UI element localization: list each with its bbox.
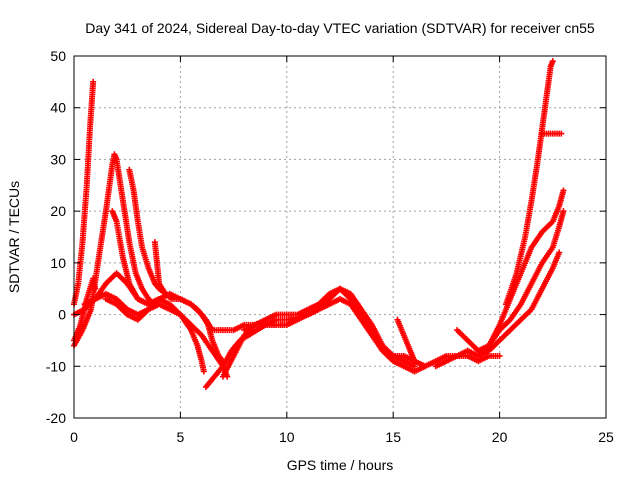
y-tick-label: 10 [50, 255, 66, 271]
x-axis-label: GPS time / hours [287, 457, 394, 473]
y-tick-label: 40 [50, 100, 66, 116]
y-tick-label: 30 [50, 151, 66, 167]
series-track-15 [454, 208, 567, 354]
x-tick-label: 15 [385, 429, 401, 445]
series-track-12 [241, 296, 418, 365]
series-track-5 [126, 166, 169, 297]
data-point-marker [496, 352, 503, 359]
data-point-marker [560, 187, 567, 194]
y-tick-label: -20 [46, 410, 66, 426]
x-tick-label: 5 [177, 429, 185, 445]
y-tick-label: -10 [46, 358, 66, 374]
series-track-17 [502, 58, 556, 308]
chart-title: Day 341 of 2024, Sidereal Day-to-day VTE… [85, 20, 595, 36]
data-point-marker [556, 249, 563, 256]
axis-ticks: 0 5 10 15 20 25 -20 -10 0 10 20 30 40 50 [46, 48, 614, 445]
y-tick-label: 50 [50, 48, 66, 64]
x-tick-label: 10 [279, 429, 295, 445]
data-point-marker [90, 78, 97, 85]
x-tick-label: 0 [70, 429, 78, 445]
data-point-marker [558, 130, 565, 137]
y-tick-label: 20 [50, 203, 66, 219]
data-point-marker [411, 363, 418, 370]
data-point-marker [549, 58, 556, 65]
series-track-13 [394, 316, 503, 370]
data-point-marker [560, 208, 567, 215]
y-axis-label: SDTVAR / TECUs [6, 181, 22, 293]
series-track-18 [539, 130, 565, 137]
series-track-1 [71, 78, 97, 308]
plot-frame [73, 55, 607, 419]
plot-area [71, 58, 567, 390]
y-tick-label: 0 [58, 307, 66, 323]
series-track-3 [71, 151, 158, 349]
series-track-8 [81, 290, 207, 375]
series-track-9 [102, 290, 226, 365]
x-tick-label: 20 [492, 429, 508, 445]
data-point-marker [200, 368, 207, 375]
series-track-14 [432, 249, 563, 370]
series-track-10 [202, 285, 418, 390]
x-tick-label: 25 [598, 429, 614, 445]
grid-lines [74, 56, 606, 418]
